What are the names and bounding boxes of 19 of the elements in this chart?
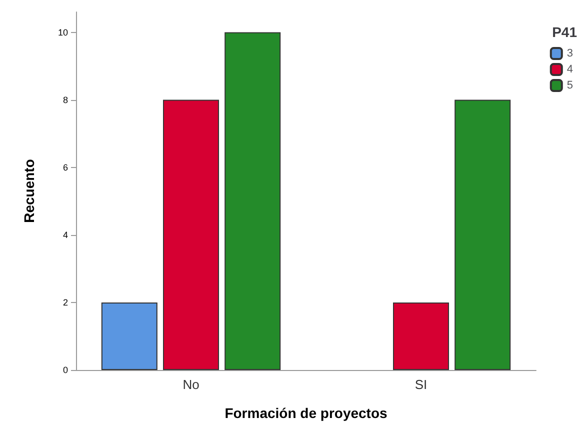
y-tick-label: 8 [62, 94, 68, 105]
legend-label: 4 [566, 64, 574, 76]
bar [393, 302, 449, 370]
y-tick-label: 2 [62, 297, 68, 308]
legend-label: 3 [566, 48, 574, 60]
x-tick-label: No [182, 377, 200, 392]
y-tick-label: 0 [62, 365, 68, 375]
bar [101, 302, 158, 370]
y-axis-title: Recuento [21, 159, 37, 223]
bar [163, 100, 219, 370]
y-tick-label: 10 [58, 27, 68, 38]
bar [224, 32, 281, 370]
x-tick-label: SI [414, 377, 428, 392]
y-tick-label: 6 [62, 162, 68, 172]
x-axis-title: Formación de proyectos [224, 405, 388, 421]
y-tick-label: 4 [62, 230, 68, 240]
bar [454, 100, 511, 370]
legend-title: P41 [552, 24, 578, 40]
legend-label: 5 [566, 80, 574, 92]
